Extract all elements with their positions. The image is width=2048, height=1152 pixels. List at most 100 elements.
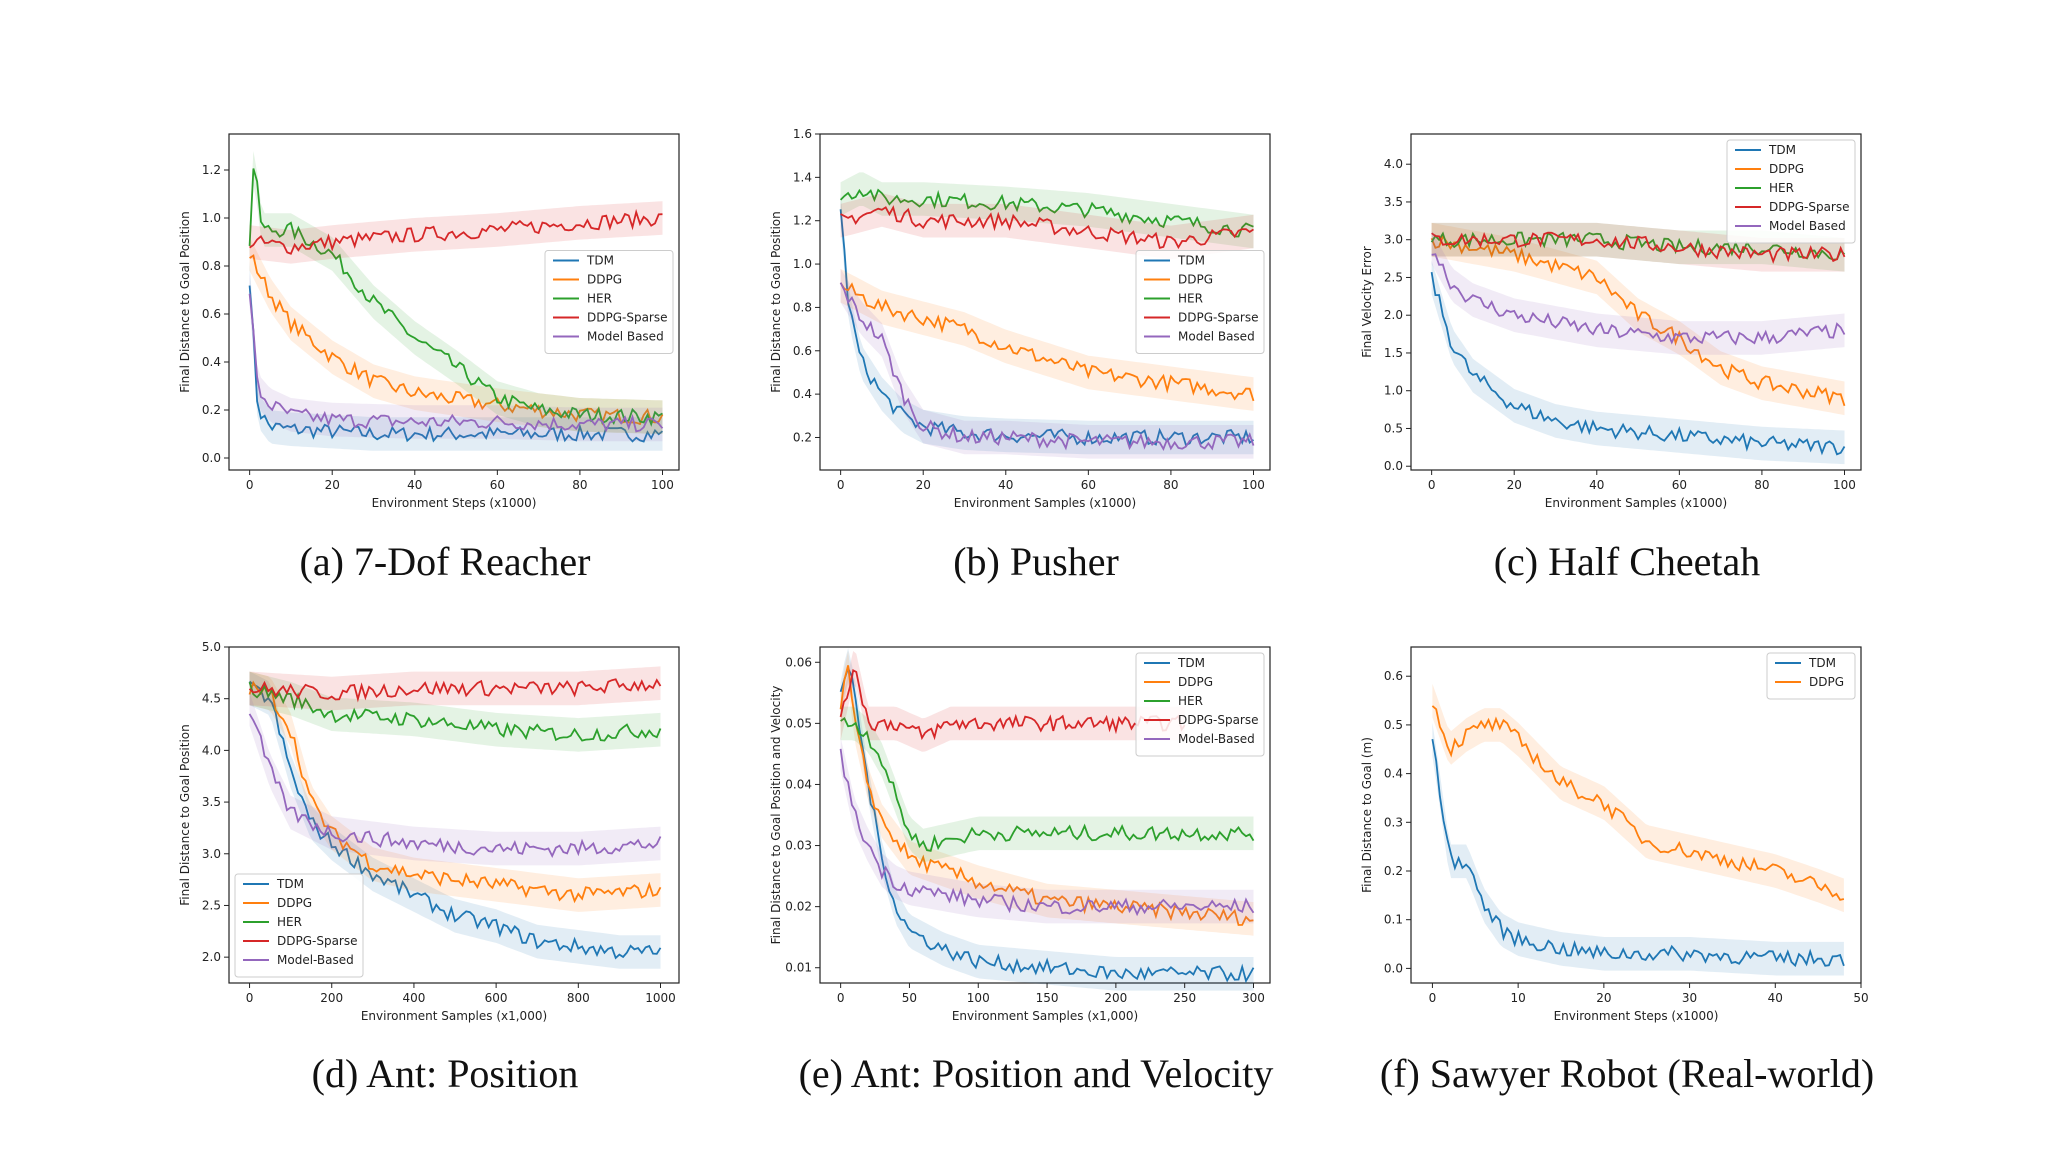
series-band-tdm (249, 261, 663, 451)
x-tick-label: 50 (902, 991, 917, 1005)
y-tick-label: 2.5 (1384, 270, 1403, 284)
series-band-ddpg-sparse (840, 193, 1254, 260)
legend-label: TDM (586, 254, 614, 268)
y-tick-label: 1.5 (1384, 346, 1403, 360)
plot-frame (819, 133, 1271, 471)
plot-frame (819, 646, 1271, 984)
legend-label: TDM (1808, 656, 1836, 670)
series-line-model-based (248, 293, 664, 433)
x-tick-label: 50 (1853, 991, 1868, 1005)
y-tick-label: 3.5 (1384, 195, 1403, 209)
series-band-ddpg (1432, 683, 1844, 913)
legend-label: Model Based (1178, 330, 1255, 344)
x-axis-label: Environment Steps (x1000) (372, 496, 537, 510)
series-line-ddpg (1430, 234, 1846, 407)
y-tick-label: 0.4 (1384, 767, 1403, 781)
y-tick-label: 0.5 (1384, 421, 1403, 435)
series-band-her (249, 671, 661, 752)
legend-label: DDPG (587, 273, 622, 287)
legend-label: DDPG (277, 896, 312, 910)
x-tick-label: 0 (837, 478, 845, 492)
y-tick-label: 0.03 (785, 839, 812, 853)
legend-label: HER (1178, 292, 1203, 306)
series-band-her (249, 151, 663, 434)
legend-label: DDPG (1178, 273, 1213, 287)
y-tick-label: 0.8 (793, 300, 812, 314)
y-axis-label: Final Distance to Goal Position (769, 211, 783, 392)
x-tick-label: 200 (1104, 991, 1127, 1005)
chart-panel-3: 0 200 400 600 800 1000 2.0 2.5 3.0 3.5 4.0 4.5 5.0 En… (178, 640, 680, 1023)
series-band-tdm (1432, 722, 1844, 976)
caption-d: (d) Ant: Position (311, 1051, 579, 1096)
legend-box (1726, 139, 1856, 244)
legend-label: TDM (1177, 656, 1205, 670)
series-line-tdm (248, 680, 662, 960)
y-tick-label: 0.0 (1384, 961, 1403, 975)
legend-label: DDPG (1809, 675, 1844, 689)
x-tick-label: 80 (572, 478, 587, 492)
series-line-tdm (248, 285, 664, 443)
legend-label: HER (1769, 181, 1794, 195)
series-line-her (248, 681, 662, 742)
legend-label: HER (277, 915, 302, 929)
plot-frame (228, 133, 680, 471)
x-tick-label: 0 (837, 991, 845, 1005)
y-tick-label: 1.6 (793, 127, 812, 141)
y-tick-label: 2.5 (202, 898, 221, 912)
series-line-ddpg-sparse (840, 205, 1254, 250)
legend-label: DDPG (1769, 162, 1804, 176)
y-tick-label: 4.0 (202, 743, 221, 757)
series-line-tdm (1431, 738, 1845, 968)
y-axis-label: Final Distance to Goal Position (178, 211, 192, 392)
y-tick-label: 1.4 (793, 170, 812, 184)
y-tick-label: 0.5 (1384, 718, 1403, 732)
x-tick-label: 30 (1682, 991, 1697, 1005)
y-tick-label: 0.6 (793, 344, 812, 358)
y-tick-label: 0.05 (785, 716, 812, 730)
series-band-tdm (1431, 260, 1845, 465)
y-tick-label: 0.06 (785, 655, 812, 669)
legend-box (1766, 652, 1856, 700)
x-tick-label: 20 (1507, 478, 1522, 492)
y-tick-label: 2.0 (202, 950, 221, 964)
y-tick-label: 1.0 (793, 257, 812, 271)
x-tick-label: 0 (1429, 991, 1437, 1005)
y-tick-label: 0.4 (793, 387, 812, 401)
y-tick-label: 0.0 (1384, 459, 1403, 473)
y-tick-label: 0.04 (785, 777, 812, 791)
x-tick-label: 100 (1242, 478, 1265, 492)
x-axis-label: Environment Samples (x1,000) (952, 1009, 1138, 1023)
y-tick-label: 0.6 (1384, 669, 1403, 683)
y-tick-label: 2.0 (1384, 308, 1403, 322)
x-tick-label: 1000 (645, 991, 676, 1005)
x-tick-label: 60 (490, 478, 505, 492)
y-tick-label: 0.01 (785, 961, 812, 975)
legend-label: HER (1178, 694, 1203, 708)
caption-b: (b) Pusher (953, 539, 1119, 584)
y-tick-label: 0.2 (1384, 864, 1403, 878)
series-line-model-based (839, 748, 1255, 917)
series-line-ddpg-sparse (839, 669, 1186, 741)
series-band-her (840, 172, 1254, 249)
series-band-ddpg-sparse (840, 651, 1185, 752)
x-axis-label: Environment Steps (x1000) (1554, 1009, 1719, 1023)
legend-label: DDPG-Sparse (1178, 311, 1259, 325)
legend-box (544, 250, 674, 354)
y-tick-label: 0.4 (202, 355, 221, 369)
legend-box (234, 873, 364, 978)
chart-panel-5: 0 10 20 30 40 50 0.0 0.1 0.2 0.3 0.4 0.5 0.6 Environm… (1360, 646, 1869, 1023)
series-line-her (248, 168, 663, 427)
y-axis-label: Final Velocity Error (1360, 246, 1374, 358)
legend-label: TDM (1177, 254, 1205, 268)
series-band-ddpg (249, 237, 663, 434)
y-tick-label: 4.5 (202, 692, 221, 706)
x-tick-label: 800 (567, 991, 590, 1005)
y-tick-label: 0.3 (1384, 815, 1403, 829)
series-line-tdm (1430, 271, 1846, 456)
legend-label: DDPG (1178, 675, 1213, 689)
x-tick-label: 80 (1163, 478, 1178, 492)
legend-label: HER (587, 292, 612, 306)
series-line-ddpg (839, 665, 1254, 926)
legend-label: DDPG-Sparse (1769, 200, 1850, 214)
